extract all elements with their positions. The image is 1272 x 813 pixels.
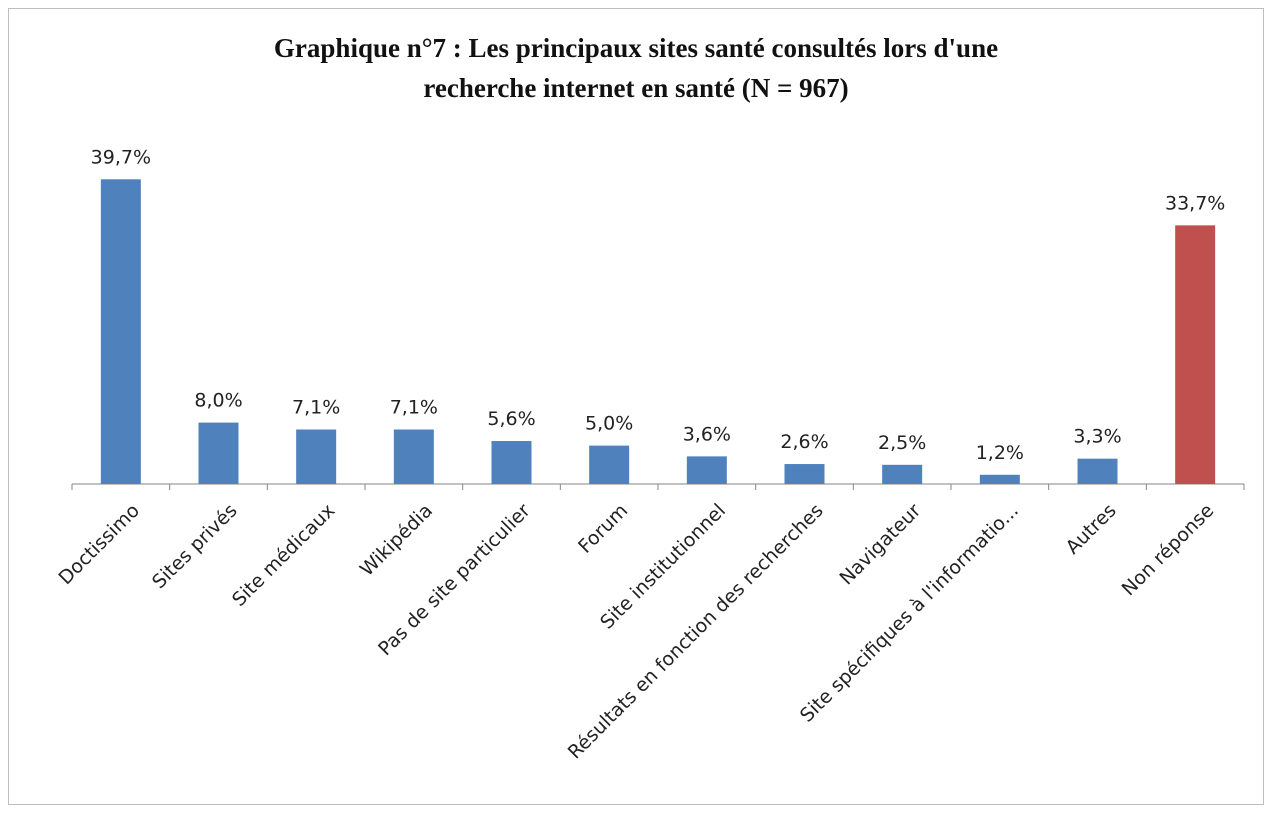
x-tick-label: Autres [1062, 500, 1121, 559]
bar [589, 445, 630, 484]
data-label: 5,6% [487, 408, 535, 430]
bar [979, 474, 1020, 484]
bar [686, 456, 727, 484]
chart-title-line-2: recherche internet en santé (N = 967) [423, 73, 849, 103]
chart-title: Graphique n°7 : Les principaux sites san… [0, 28, 1272, 108]
data-label: 33,7% [1165, 192, 1225, 214]
data-label: 7,1% [292, 397, 340, 419]
data-label: 1,2% [976, 442, 1024, 464]
data-label: 2,6% [780, 431, 828, 453]
x-tick-label: Site spécifiques à l'informatio... [796, 500, 1023, 727]
x-tick-label: Doctissimo [54, 500, 144, 590]
data-label: 7,1% [390, 397, 438, 419]
bar [100, 179, 141, 485]
bar [882, 464, 923, 484]
x-tick-label: Wikipédia [356, 500, 437, 581]
data-label: 3,3% [1073, 426, 1121, 448]
chart-title-line-1: Graphique n°7 : Les principaux sites san… [273, 33, 999, 63]
bar [1077, 458, 1118, 484]
x-tick-label: Non réponse [1118, 500, 1219, 601]
bar [491, 441, 532, 484]
bar [393, 429, 434, 484]
x-tick-label: Site médicaux [228, 500, 339, 611]
data-label: 39,7% [91, 146, 151, 168]
bar [296, 429, 337, 484]
data-label: 2,5% [878, 432, 926, 454]
x-tick-label: Navigateur [835, 499, 925, 589]
x-tick-label: Forum [574, 500, 632, 558]
x-tick-label: Sites privés [148, 500, 242, 594]
bar [1175, 225, 1216, 485]
chart-frame [8, 8, 1264, 805]
bar [784, 464, 825, 484]
data-label: 3,6% [683, 423, 731, 445]
bar [198, 422, 239, 484]
data-label: 5,0% [585, 413, 633, 435]
data-label: 8,0% [194, 390, 242, 412]
